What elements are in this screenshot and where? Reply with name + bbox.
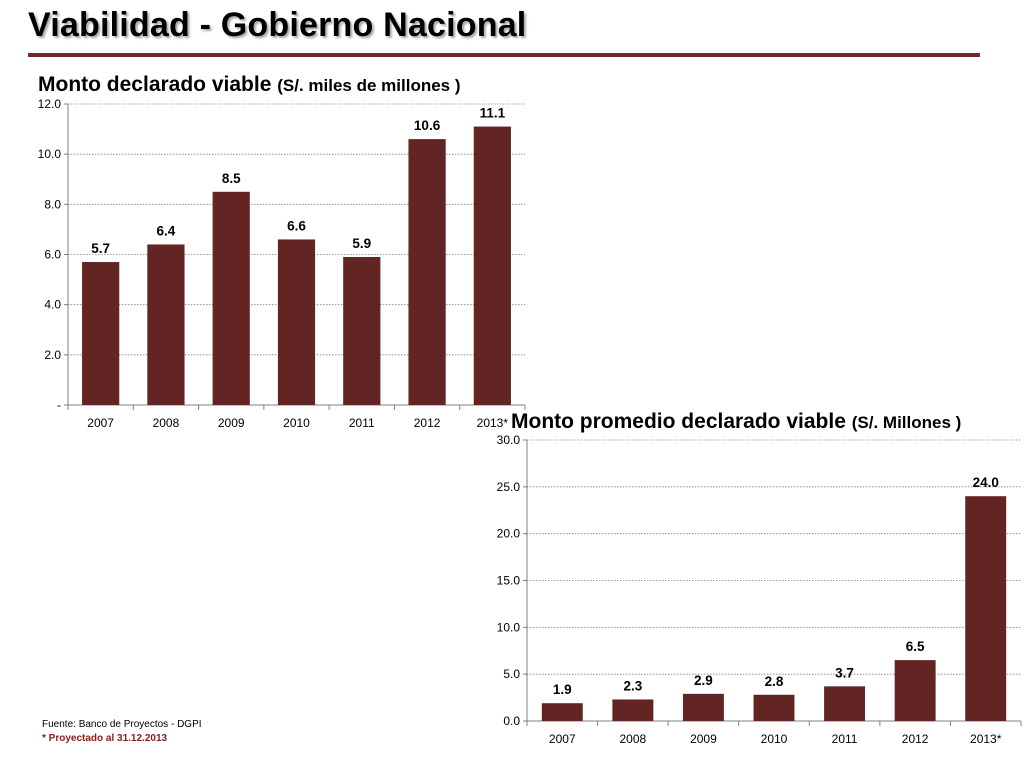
chart2-y-tick-label: 20.0 [497,527,521,541]
chart2-bar-2013 [965,496,1007,721]
projection-note: * Proyectado al 31.12.2013 [42,733,168,744]
chart2-y-tick-label: 25.0 [497,480,521,494]
chart2-bar-2012 [894,660,936,721]
chart1-bar-2011 [343,257,381,405]
chart1-data-label: 11.1 [480,106,506,121]
chart1-bar-2013 [473,126,511,405]
chart2-x-tick-label: 2011 [832,732,858,746]
chart1-y-tick-label: 10.0 [38,147,62,161]
chart1-bar-2010 [277,239,316,405]
chart2-bar-2007 [541,703,583,721]
page-title: Viabilidad - Gobierno Nacional [28,6,527,44]
chart2-x-tick-label: 2013* [970,732,1002,746]
chart1-x-tick-label: 2010 [283,416,310,430]
chart2-data-label: 3.7 [835,665,854,680]
chart2-y-tick-label: 0.0 [503,714,520,728]
chart2-data-label: 24.0 [973,475,999,490]
chart2-title-text: Monto promedio declarado viable [511,410,846,433]
chart2-bar-2008 [612,699,654,721]
chart2-title-unit: (S/. Millones ) [851,413,962,432]
chart1-data-label: 6.6 [287,218,306,233]
chart1-y-tick-label: 8.0 [44,197,61,211]
chart2-bar-2010 [753,694,795,721]
chart2-title: Monto promedio declarado viable (S/. Mil… [511,410,961,434]
title-divider [28,53,980,57]
chart1-x-tick-label: 2011 [349,416,375,430]
chart2-x-tick-label: 2007 [549,732,576,746]
chart1-y-tick-label: 2.0 [44,348,61,362]
chart2-bar-2011 [824,686,866,721]
chart1-data-label: 10.6 [414,118,441,133]
chart2-data-label: 6.5 [906,639,925,654]
chart1-title-unit: (S/. miles de millones ) [277,76,461,95]
chart1-x-tick-label: 2013* [477,416,509,430]
chart1-x-tick-label: 2007 [87,416,114,430]
chart1-bar-2008 [147,244,185,405]
chart1-bar-2007 [82,262,120,405]
chart1-x-tick-label: 2008 [153,416,180,430]
chart1-data-label: 8.5 [222,171,241,186]
chart1-x-tick-label: 2012 [414,416,441,430]
chart2-x-tick-label: 2012 [902,732,929,746]
chart2-data-label: 1.9 [553,682,572,697]
chart2-x-tick-label: 2010 [761,732,788,746]
source-note: Fuente: Banco de Proyectos - DGPI [42,719,202,730]
chart2-data-label: 2.3 [623,678,642,693]
chart1-y-tick-label: 6.0 [44,248,61,262]
chart2-y-tick-label: 15.0 [497,574,521,588]
chart1-title-text: Monto declarado viable [38,73,272,96]
chart2-x-tick-label: 2008 [620,732,647,746]
chart1-y-tick-label: - [57,398,61,412]
chart1-bar-2009 [212,191,250,405]
chart2-data-label: 2.9 [694,673,713,688]
chart2-data-label: 2.8 [765,674,784,689]
chart2-bar-2009 [682,693,724,721]
chart1-y-tick-label: 4.0 [44,298,61,312]
chart2-y-tick-label: 5.0 [503,667,520,681]
chart1-y-tick-label: 12.0 [38,97,62,111]
chart1-data-label: 5.9 [352,236,371,251]
chart1-data-label: 6.4 [157,223,176,238]
chart1-data-label: 5.7 [91,241,110,256]
chart2-x-tick-label: 2009 [690,732,717,746]
chart1-bar-2012 [408,139,446,405]
chart2-y-tick-label: 10.0 [497,620,521,634]
chart2-y-tick-label: 30.0 [497,433,521,447]
chart1-title: Monto declarado viable (S/. miles de mil… [38,73,461,97]
chart1-x-tick-label: 2009 [218,416,245,430]
